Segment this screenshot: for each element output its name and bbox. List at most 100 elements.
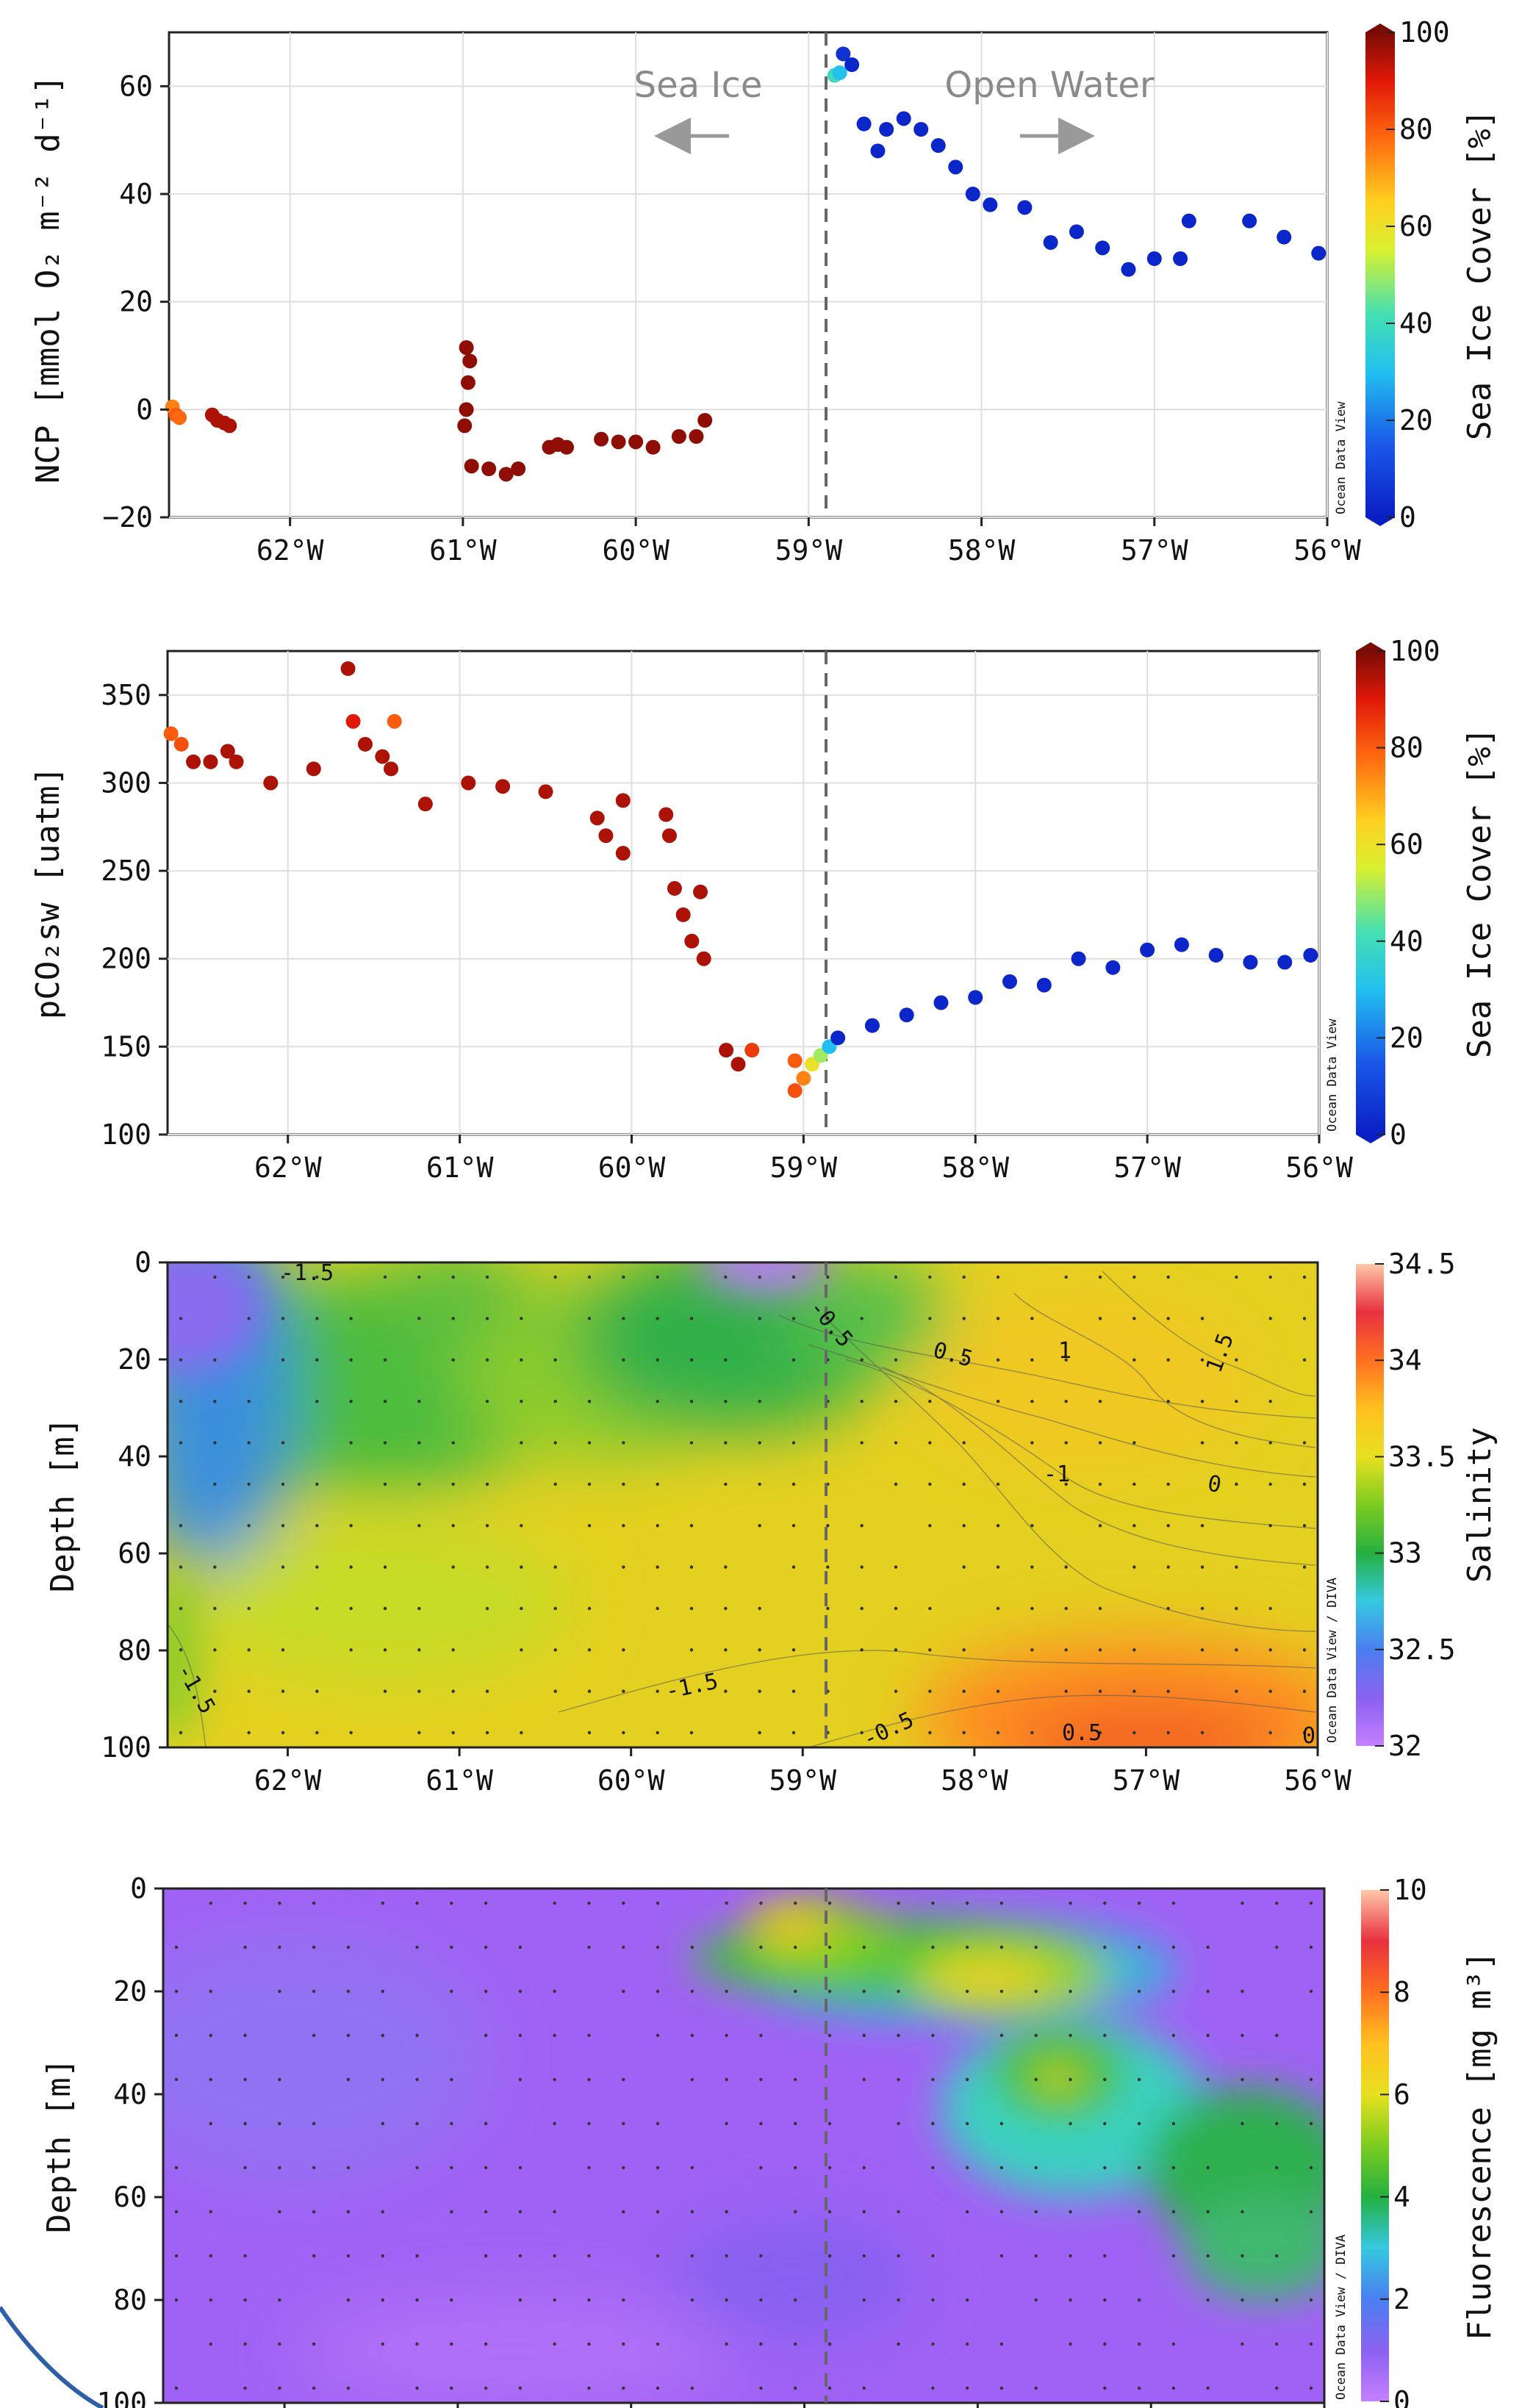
sample-dot: [451, 1358, 455, 1362]
data-point: [340, 661, 356, 676]
data-point: [896, 111, 911, 126]
sample-dot: [793, 2166, 797, 2170]
sample-dot: [1166, 1523, 1170, 1528]
data-point: [983, 197, 998, 212]
sample-dot: [209, 2033, 212, 2038]
sample-dot: [1069, 2121, 1072, 2126]
sample-dot: [587, 1689, 592, 1693]
sample-dot: [1030, 1358, 1034, 1362]
y-tick-label: 100: [101, 1118, 151, 1151]
sample-dot: [1275, 2298, 1279, 2302]
sample-dot: [1098, 1275, 1102, 1279]
decorative-border-arc: [0, 2306, 104, 2408]
sample-dot: [622, 1648, 625, 1652]
data-point: [1036, 977, 1052, 993]
sample-dot: [213, 1689, 217, 1693]
sample-dot: [758, 1317, 761, 1320]
sample-dot: [1132, 1317, 1136, 1320]
sample-dot: [383, 1358, 387, 1362]
sample-dot: [450, 2077, 453, 2082]
sample-dot: [965, 2121, 969, 2126]
sample-dot: [518, 2166, 523, 2170]
sample-dot: [965, 2166, 969, 2170]
sample-dot: [381, 2210, 384, 2214]
sample-dot: [759, 2033, 763, 2038]
sample-dot: [1275, 1901, 1279, 1905]
fluorescence-odv-watermark: Ocean Data View / DIVA: [1334, 2235, 1349, 2400]
sample-dot: [1166, 1565, 1170, 1569]
sample-dot: [862, 2077, 866, 2082]
sample-dot: [349, 1441, 353, 1445]
sample-dot: [999, 2342, 1004, 2346]
sample-dot: [417, 1689, 421, 1693]
sample-dot: [931, 2077, 935, 2082]
sample-dot: [725, 2342, 728, 2346]
sample-dot: [1030, 1317, 1034, 1320]
data-point: [832, 65, 847, 80]
sample-dot: [247, 1689, 251, 1693]
colorbar-tick-label: 4: [1393, 2181, 1410, 2213]
sample-dot: [962, 1523, 966, 1528]
sample-dot: [928, 1730, 932, 1735]
colorbar-tick-label: 60: [1390, 828, 1424, 860]
sample-dot: [791, 1523, 796, 1528]
sample-dot: [999, 1945, 1004, 1949]
sample-dot: [587, 1441, 592, 1445]
sample-dot: [1166, 1358, 1170, 1362]
sample-dot: [587, 2342, 591, 2346]
sample-dot: [999, 2386, 1004, 2390]
data-point: [1043, 235, 1058, 250]
salinity-x-axis: 62°W 61°W 60°W 59°W 58°W 57°W 56°W: [254, 1747, 1352, 1797]
sample-dot: [962, 1275, 966, 1279]
data-point: [796, 1071, 811, 1086]
sample-dot: [1171, 2342, 1176, 2346]
sample-dot: [725, 2254, 728, 2258]
sample-dot: [484, 2386, 488, 2390]
sample-dot: [417, 1482, 421, 1487]
data-point: [222, 418, 237, 434]
pco2-odv-watermark: Ocean Data View: [1325, 1018, 1340, 1132]
sample-dot: [1171, 1945, 1176, 1949]
sample-dot: [553, 2121, 556, 2126]
sample-dot: [587, 1317, 592, 1320]
y-tick-label: 60: [119, 70, 153, 102]
sample-dot: [826, 1275, 830, 1279]
sample-dot: [553, 1358, 557, 1362]
sample-dot: [278, 1945, 281, 1949]
salinity-colorbar-title: Salinity: [1461, 1427, 1498, 1583]
sample-dot: [209, 1989, 212, 1994]
sample-dot: [1064, 1565, 1068, 1569]
sample-dot: [278, 2210, 281, 2214]
sample-dot: [281, 1523, 285, 1528]
data-point: [384, 761, 399, 777]
sample-dot: [553, 1606, 557, 1611]
data-point: [1095, 240, 1110, 256]
salinity-plot-frame: [166, 1261, 1319, 1749]
sample-dot: [758, 1689, 761, 1693]
sample-dot: [725, 2121, 728, 2126]
sample-dot: [1171, 2210, 1176, 2214]
sample-dot: [1206, 2386, 1210, 2390]
sample-dot: [724, 1606, 728, 1611]
sample-dot: [894, 1565, 898, 1569]
sample-dot: [656, 1945, 660, 1949]
sample-dot: [485, 1523, 489, 1528]
sample-dot: [1098, 1606, 1102, 1611]
sample-dot: [243, 2166, 247, 2170]
data-point: [658, 807, 674, 822]
sample-dot: [1069, 2210, 1072, 2214]
sample-dot: [553, 1689, 557, 1693]
colorbar-tick-label: 10: [1393, 1874, 1427, 1906]
pco2-x-axis: 62°W 61°W 60°W 59°W 58°W 57°W 56°W: [254, 1135, 1353, 1184]
sample-dot: [1171, 2166, 1176, 2170]
sample-dot: [450, 1989, 453, 1994]
sample-dot: [281, 1689, 285, 1693]
sample-dot: [791, 1275, 796, 1279]
sample-dot: [485, 1358, 489, 1362]
sample-dot: [381, 2254, 384, 2258]
ncp-data-points: [165, 46, 1327, 482]
sample-dot: [1064, 1441, 1068, 1445]
salinity-colorbar: [1356, 1264, 1384, 1746]
sample-dot: [315, 1358, 319, 1362]
sample-dot: [179, 1730, 183, 1735]
